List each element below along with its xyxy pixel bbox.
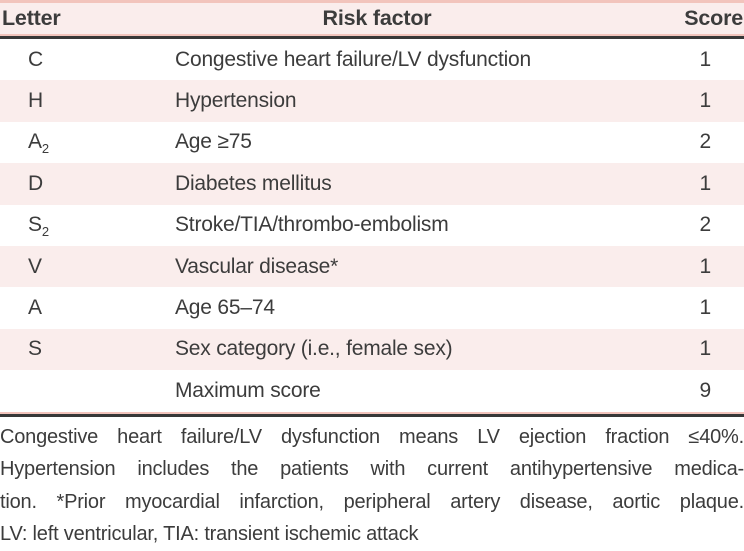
- score-cell: 9: [699, 378, 712, 402]
- table-row: S Sex category (i.e., female sex) 1: [0, 328, 744, 371]
- risk-factor-cell: Vascular disease*: [175, 254, 339, 278]
- letter-cell: H: [0, 89, 134, 113]
- score-cell: 2: [699, 130, 712, 154]
- risk-factor-cell: Sex category (i.e., female sex): [175, 337, 453, 361]
- table-row: V Vascular disease* 1: [0, 245, 744, 288]
- footnote-line: tion. *Prior myocardial infarction, peri…: [0, 490, 744, 513]
- letter-value: V: [28, 254, 42, 278]
- column-header-score: Score: [684, 6, 743, 30]
- score-cell: 1: [699, 89, 712, 113]
- letter-value: D: [28, 171, 43, 195]
- score-cell: 1: [699, 337, 712, 361]
- table-header-row: Letter Risk factor Score: [0, 3, 744, 34]
- letter-cell: C: [0, 48, 134, 72]
- letter-subscript: 2: [41, 224, 49, 240]
- letter-subscript: 2: [41, 141, 49, 157]
- score-cell: 1: [699, 296, 712, 320]
- column-header-letter: Letter: [2, 6, 61, 30]
- letter-cell: A2: [0, 130, 134, 157]
- table-row: A2 Age ≥75 2: [0, 122, 744, 163]
- risk-factor-cell: Age ≥75: [175, 130, 252, 154]
- footnote-line: Congestive heart failure/LV dysfunction …: [0, 425, 744, 448]
- table-bottom-pink-rule: [0, 411, 744, 414]
- risk-factor-cell: Stroke/TIA/thrombo-embolism: [175, 213, 449, 237]
- table-row: H Hypertension 1: [0, 80, 744, 122]
- column-header-risk-factor: Risk factor: [322, 6, 432, 30]
- letter-cell: V: [0, 255, 134, 279]
- letter-value: S: [28, 213, 42, 237]
- table-row: Maximum score 9: [0, 370, 744, 411]
- score-cell: 1: [699, 254, 712, 278]
- table-row: C Congestive heart failure/LV dysfunctio…: [0, 39, 744, 80]
- letter-cell: S2: [0, 213, 134, 240]
- risk-factor-cell: Maximum score: [175, 378, 321, 402]
- letter-cell: S: [0, 337, 134, 361]
- table-bottom-dark-rule: [0, 413, 744, 417]
- table-row: A Age 65–74 1: [0, 287, 744, 328]
- footnote-line: LV: left ventricular, TIA: transient isc…: [0, 523, 419, 546]
- footnote-line: Hypertension includes the patients with …: [0, 458, 744, 481]
- risk-factor-cell: Age 65–74: [175, 296, 275, 320]
- score-cell: 2: [699, 213, 712, 237]
- letter-cell: D: [0, 172, 134, 196]
- risk-factor-cell: Diabetes mellitus: [175, 171, 332, 195]
- table-footnotes: Congestive heart failure/LV dysfunction …: [0, 421, 744, 551]
- letter-value: A: [28, 130, 42, 154]
- score-cell: 1: [699, 47, 712, 71]
- risk-factor-cell: Hypertension: [175, 89, 297, 113]
- header-separator-pink-rule: [0, 34, 744, 36]
- table-row: D Diabetes mellitus 1: [0, 163, 744, 205]
- header-separator-dark-rule: [0, 36, 744, 39]
- letter-value: S: [28, 337, 42, 361]
- letter-value: C: [28, 47, 43, 71]
- score-cell: 1: [699, 171, 712, 195]
- table-body: C Congestive heart failure/LV dysfunctio…: [0, 39, 744, 412]
- letter-value: A: [28, 296, 42, 320]
- letter-cell: A: [0, 296, 134, 320]
- letter-value: H: [28, 89, 43, 113]
- table-row: S2 Stroke/TIA/thrombo-embolism 2: [0, 205, 744, 246]
- risk-factor-cell: Congestive heart failure/LV dysfunction: [175, 47, 532, 71]
- chads-vasc-score-table: Letter Risk factor Score C Congestive he…: [0, 0, 744, 417]
